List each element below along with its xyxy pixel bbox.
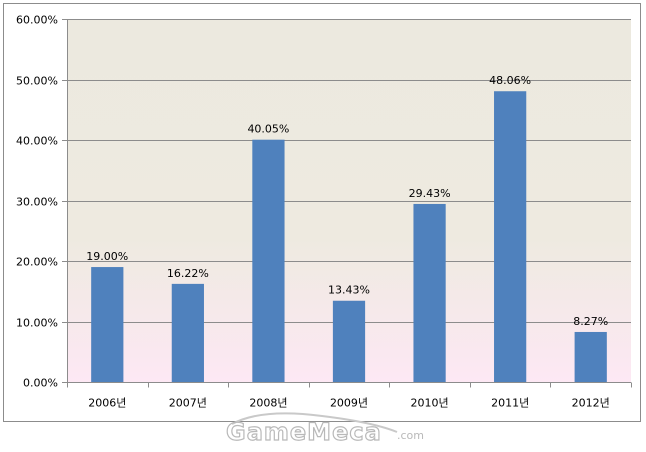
- y-tick-label: 40.00%: [16, 135, 58, 148]
- gridlines: [67, 19, 631, 323]
- data-label: 16.22%: [167, 267, 209, 280]
- x-tick-label: 2010년: [411, 397, 449, 410]
- data-label: 48.06%: [489, 74, 531, 87]
- x-axis-ticks: 2006년 2007년 2008년 2009년 2010년 2011년 2012년: [67, 382, 632, 410]
- data-label: 40.05%: [247, 123, 289, 136]
- y-tick-label: 10.00%: [16, 317, 58, 330]
- watermark-suffix: .com: [397, 429, 424, 442]
- x-tick-label: 2009년: [330, 397, 368, 410]
- bar-2009년: [332, 300, 366, 382]
- data-label: 19.00%: [86, 250, 128, 263]
- data-label: 8.27%: [573, 315, 608, 328]
- y-tick-label: 20.00%: [16, 256, 58, 269]
- bar-2007년: [171, 283, 204, 382]
- axes: [67, 19, 631, 383]
- data-label: 13.43%: [328, 284, 370, 297]
- bar-2012년: [574, 331, 607, 382]
- y-tick-label: 0.00%: [23, 377, 58, 390]
- watermark-text: GameMeca: [226, 418, 382, 446]
- y-axis-ticks: 0.00% 10.00% 20.00% 30.00% 40.00% 50.00% 60.00…: [16, 14, 67, 390]
- x-tick-label: 2008년: [249, 397, 287, 410]
- bar-2010년: [413, 203, 446, 382]
- data-labels: 19.00% 16.22% 40.05% 13.43% 29.43% 48.06% 8.27…: [86, 74, 608, 328]
- y-tick-label: 50.00%: [16, 75, 58, 88]
- bar-2011년: [494, 91, 527, 382]
- x-tick-label: 2006년: [88, 397, 126, 410]
- watermark-swoosh: [231, 412, 398, 433]
- bars: [91, 91, 607, 382]
- bar-2008년: [252, 139, 285, 382]
- x-tick-label: 2007년: [169, 397, 207, 410]
- x-tick-label: 2012년: [572, 397, 610, 410]
- y-tick-label: 60.00%: [16, 14, 58, 27]
- bar-2006년: [91, 267, 124, 382]
- gamemeca-watermark-logo: GameMeca .com: [225, 412, 424, 447]
- x-tick-label: 2011년: [491, 397, 529, 410]
- data-label: 29.43%: [409, 187, 451, 200]
- y-tick-label: 30.00%: [16, 196, 58, 209]
